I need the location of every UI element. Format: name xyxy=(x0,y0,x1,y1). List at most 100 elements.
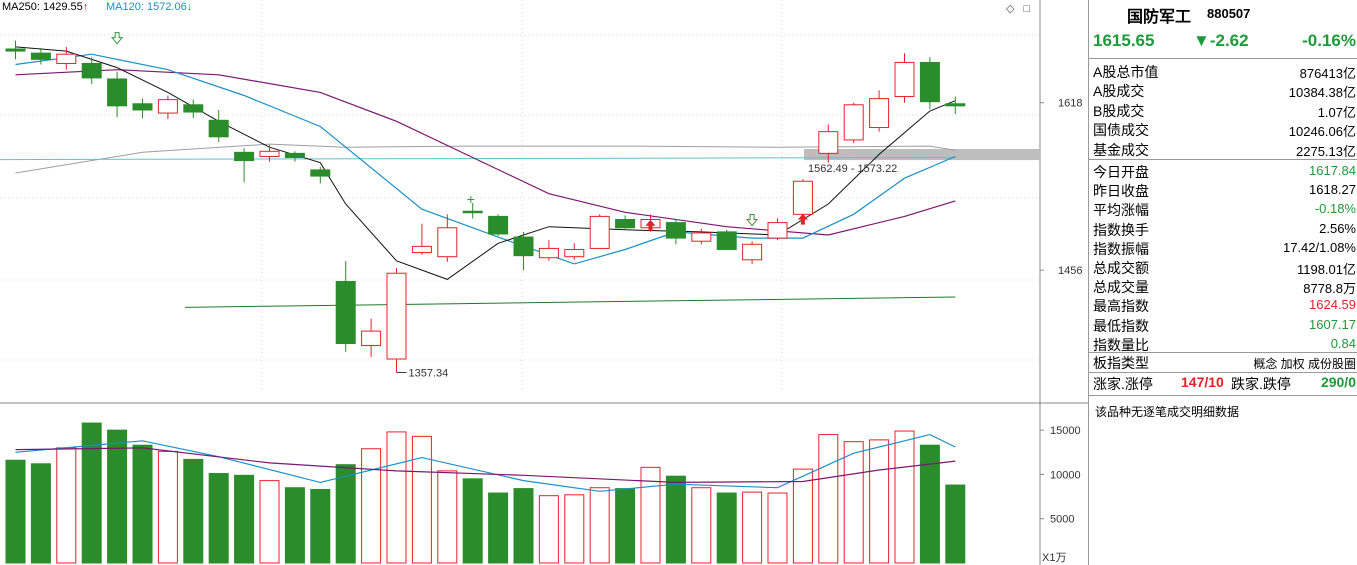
market-rows-row: B股成交 1.07亿 xyxy=(1093,101,1356,120)
row-value: 876413亿 xyxy=(1300,63,1356,82)
candle xyxy=(666,220,685,245)
row-label: 总成交额 xyxy=(1093,258,1149,278)
candle-body xyxy=(692,233,711,241)
candle-body xyxy=(539,248,558,257)
candle xyxy=(565,243,584,260)
row-value: 17.42/1.08% xyxy=(1283,240,1356,255)
volume-bar xyxy=(6,460,25,563)
rise-label: 涨家.涨停 xyxy=(1093,374,1153,394)
stat-rows-row: 今日开盘 1617.84 xyxy=(1093,162,1356,181)
row-value: 0.84 xyxy=(1331,336,1356,351)
volume-bar xyxy=(590,488,609,563)
volume-tick-label: 5000 xyxy=(1050,514,1074,526)
candle xyxy=(184,100,203,119)
row-value: 10384.38亿 xyxy=(1289,82,1356,101)
volume-bar xyxy=(412,436,431,563)
candle-body xyxy=(209,120,228,137)
index-code: 880507 xyxy=(1207,6,1250,21)
volume-bar xyxy=(489,493,508,563)
volume-bar xyxy=(616,489,635,563)
candle-body xyxy=(6,49,25,51)
volume-bar xyxy=(209,474,228,563)
candle xyxy=(311,167,330,184)
candle xyxy=(616,215,635,228)
row-label: 昨日收盘 xyxy=(1093,181,1149,201)
candle xyxy=(717,230,736,250)
row-value: 2.56% xyxy=(1319,221,1356,236)
sell-signal-icon xyxy=(747,215,757,226)
row-value: 1.07亿 xyxy=(1318,102,1356,121)
candle-body xyxy=(184,105,203,112)
candle-body xyxy=(387,273,406,359)
row-value: 1624.59 xyxy=(1309,297,1356,312)
volume-ma-blue-line xyxy=(16,435,956,492)
candle-body xyxy=(336,282,355,344)
volume-bar xyxy=(158,451,177,563)
row-label: 平均涨幅 xyxy=(1093,200,1149,220)
candle-body xyxy=(666,223,685,239)
candle xyxy=(412,224,431,255)
row-label: 国债成交 xyxy=(1093,120,1149,140)
stat-rows-row: 总成交量 8778.8万 xyxy=(1093,277,1356,296)
index-type-value[interactable]: 概念 加权 成份股圈 xyxy=(1253,355,1356,372)
volume-bar xyxy=(870,440,889,563)
candle-body xyxy=(870,99,889,128)
divider xyxy=(1089,395,1357,396)
market-rows-row: 基金成交 2275.13亿 xyxy=(1093,140,1356,159)
buy-signal-icon xyxy=(798,214,808,225)
candle-body xyxy=(463,211,482,213)
fall-value: 290/0 xyxy=(1321,374,1356,390)
stat-rows-row: 昨日收盘 1618.27 xyxy=(1093,181,1356,200)
volume-bar xyxy=(336,465,355,563)
stat-rows-row: 指数振幅 17.42/1.08% xyxy=(1093,239,1356,258)
row-value: 1617.84 xyxy=(1309,163,1356,178)
volume-bar xyxy=(260,481,279,563)
ma250-up-arrow-icon: ↑ xyxy=(83,1,89,13)
kline-chart[interactable]: 1618 1456 15000 10000 5000 X1万 1357.34 1562.49 … xyxy=(0,0,1088,565)
candle xyxy=(539,240,558,261)
row-value: 2275.13亿 xyxy=(1296,141,1356,160)
breadth-row: 涨家.涨停 147/10 跌家.跌停 290/0 xyxy=(1093,374,1356,393)
fall-label: 跌家.跌停 xyxy=(1231,374,1291,394)
market-rows-row: A股成交 10384.38亿 xyxy=(1093,81,1356,100)
candle xyxy=(870,90,889,131)
low-label: 1357.34 xyxy=(409,367,449,379)
candle-body xyxy=(946,104,965,106)
row-label: 今日开盘 xyxy=(1093,162,1149,182)
candle xyxy=(844,103,863,143)
market-rows-row: A股总市值 876413亿 xyxy=(1093,62,1356,81)
volume-bar xyxy=(819,435,838,563)
cross-signal-icon: + xyxy=(467,191,475,207)
candle-body xyxy=(260,151,279,156)
candle-body xyxy=(844,105,863,140)
chart-corner-icons[interactable]: ◇ □ xyxy=(1006,2,1033,15)
volume-bar xyxy=(285,488,304,563)
candle-body xyxy=(108,79,127,106)
volume-bar xyxy=(184,459,203,563)
row-label: 指数振幅 xyxy=(1093,239,1149,259)
row-label: A股成交 xyxy=(1093,81,1144,101)
row-value: 8778.8万 xyxy=(1303,278,1356,297)
row-label: 基金成交 xyxy=(1093,140,1149,160)
divider xyxy=(1089,58,1357,59)
stat-rows-row: 最高指数 1624.59 xyxy=(1093,296,1356,315)
rise-value: 147/10 xyxy=(1181,374,1224,390)
candle xyxy=(946,97,965,115)
candle-body xyxy=(895,62,914,96)
candle-body xyxy=(489,216,508,234)
sell-signal-icon xyxy=(112,33,122,44)
candle xyxy=(235,148,254,182)
volume-bar xyxy=(108,430,127,563)
volume-bar xyxy=(895,431,914,563)
volume-bar xyxy=(31,464,50,563)
candle xyxy=(108,72,127,117)
index-name: 国防军工 xyxy=(1127,3,1191,27)
candle-body xyxy=(133,104,152,110)
volume-bar xyxy=(57,448,76,563)
ma120-text: MA120: 1572.06 xyxy=(106,1,187,13)
kline-chart-area[interactable]: 1618 1456 15000 10000 5000 X1万 1357.34 1562.49 … xyxy=(0,0,1088,565)
candle-body xyxy=(82,63,101,77)
gap-label: 1562.49 - 1573.22 xyxy=(808,163,897,175)
candle-body xyxy=(819,132,838,154)
candle-body xyxy=(412,246,431,252)
